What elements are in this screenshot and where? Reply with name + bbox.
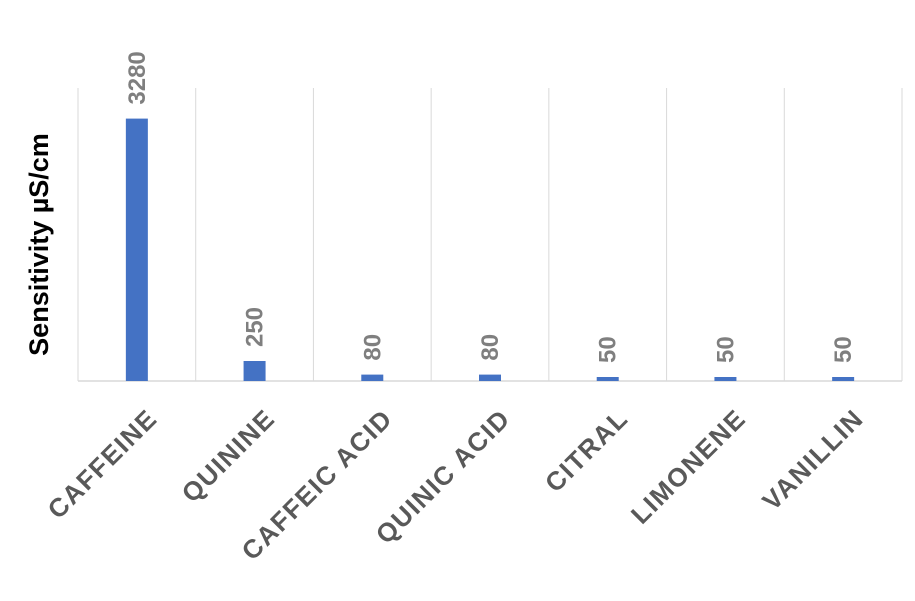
category-label: LIMONENE bbox=[625, 403, 752, 530]
data-label: 50 bbox=[712, 336, 739, 363]
bar-quinic-acid bbox=[479, 374, 501, 381]
data-label: 3280 bbox=[124, 51, 151, 104]
data-label: 80 bbox=[477, 334, 504, 361]
bar-caffeine bbox=[125, 118, 148, 381]
bars-group bbox=[125, 118, 855, 381]
bar-quinine bbox=[243, 361, 266, 381]
category-label: QUININE bbox=[176, 403, 281, 508]
category-gridlines bbox=[77, 88, 903, 381]
data-label: 80 bbox=[359, 334, 386, 361]
bar-vanillin bbox=[832, 377, 855, 381]
bar-limonene bbox=[714, 377, 737, 381]
data-label: 50 bbox=[595, 336, 622, 363]
category-label: CAFFEINE bbox=[41, 403, 163, 525]
data-label: 50 bbox=[830, 336, 857, 363]
bar-caffeic-acid bbox=[361, 374, 384, 381]
y-axis-title: Sensitivity µS/cm bbox=[24, 133, 54, 356]
data-labels-group: 3280 250 80 80 50 50 50 bbox=[124, 51, 857, 363]
bar-citral bbox=[596, 377, 619, 381]
category-label: VANILLIN bbox=[756, 403, 869, 516]
data-label: 250 bbox=[242, 307, 269, 347]
category-label: CITRAL bbox=[539, 403, 634, 498]
